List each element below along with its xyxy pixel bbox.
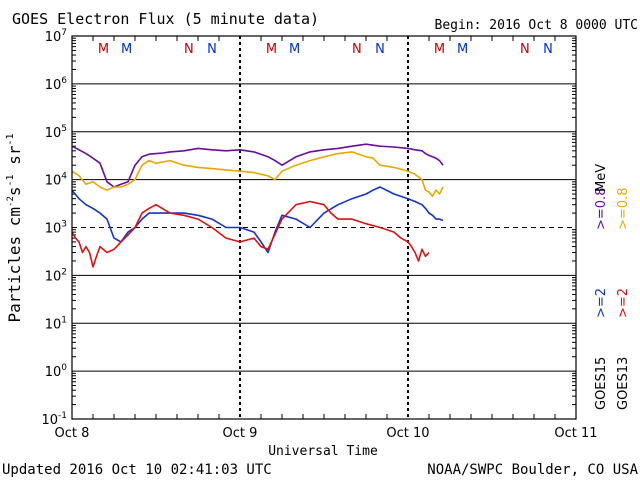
legend-satellite-label: GOES13 (616, 357, 631, 410)
grid (72, 35, 576, 420)
x-tick-label: Oct 9 (223, 426, 258, 441)
x-tick-label: Oct 10 (386, 426, 429, 441)
legend-unit-label: MeV (594, 164, 609, 192)
local-time-marker: M (121, 42, 132, 57)
y-label-exp3: -1 (5, 133, 16, 145)
series-line (71, 200, 430, 268)
local-time-marker: M (98, 42, 109, 57)
local-time-marker: M (434, 42, 445, 57)
series-line (71, 143, 444, 188)
local-time-marker: M (289, 42, 300, 57)
y-tick-label: 105 (45, 124, 67, 141)
legend-satellite-label: GOES15 (594, 357, 609, 410)
x-tick-label: Oct 11 (554, 426, 597, 441)
legend-energy-label: >=2 (594, 288, 609, 318)
y-axis-label: Particles cm-2s-1 sr-1 (5, 133, 24, 322)
y-label-mid: s (5, 186, 24, 196)
local-time-marker: M (266, 42, 277, 57)
chart-title: GOES Electron Flux (5 minute data) (12, 10, 319, 28)
y-tick-label: 103 (45, 220, 67, 237)
local-time-marker: N (207, 42, 217, 57)
y-tick-label: 102 (45, 267, 67, 284)
svg-text:Particles cm-2s-1 sr-1: Particles cm-2s-1 sr-1 (5, 133, 24, 322)
local-time-marker: N (184, 42, 194, 57)
footer-credit: NOAA/SWPC Boulder, CO USA (427, 462, 638, 478)
x-axis-label: Universal Time (268, 444, 378, 459)
series-lines (71, 143, 444, 268)
y-label-mid2: sr (5, 145, 24, 174)
y-tick-label: 106 (45, 76, 68, 93)
y-tick-label: 100 (45, 363, 68, 380)
local-time-marker: M (457, 42, 468, 57)
local-time-marker: N (543, 42, 553, 57)
x-tick-labels: Oct 8 Oct 9 Oct 10 Oct 11 (55, 426, 598, 441)
series-line (71, 151, 444, 197)
y-label-exp1: -2 (6, 196, 16, 207)
legend-energy-label: >=0.8 (616, 188, 631, 230)
plot-frame (71, 35, 577, 420)
y-label-base: Particles cm (5, 207, 24, 323)
local-time-marker: N (520, 42, 530, 57)
y-tick-label: 10-1 (41, 411, 67, 428)
y-label-exp2: -1 (5, 174, 16, 186)
x-tick-label: Oct 8 (55, 426, 90, 441)
local-time-marker: N (352, 42, 362, 57)
legend-energy-label: >=2 (616, 288, 631, 318)
legend-energy-label: >=0.8 (594, 188, 609, 230)
footer-updated: Updated 2016 Oct 10 02:41:03 UTC (2, 462, 272, 478)
begin-time-label: Begin: 2016 Oct 8 0000 UTC (435, 18, 639, 33)
y-tick-label: 107 (45, 28, 67, 45)
y-tick-labels: 10-1 100 101 102 103 104 105 106 107 (41, 28, 67, 428)
y-tick-label: 101 (45, 315, 67, 332)
local-time-marker: N (375, 42, 385, 57)
y-tick-label: 104 (45, 172, 68, 189)
